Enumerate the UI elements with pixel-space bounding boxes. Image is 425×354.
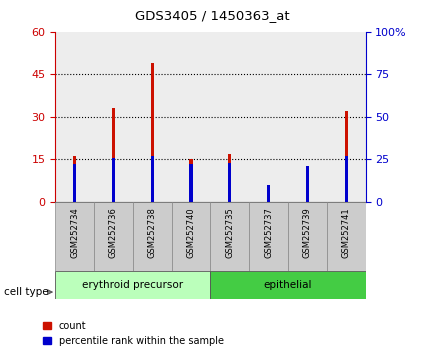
Bar — [306, 185, 309, 202]
Bar — [228, 163, 231, 202]
Bar — [55, 32, 94, 202]
Text: GSM252735: GSM252735 — [225, 207, 234, 258]
Text: GSM252739: GSM252739 — [303, 207, 312, 258]
Bar — [73, 156, 76, 202]
Bar — [150, 63, 154, 202]
Text: GDS3405 / 1450363_at: GDS3405 / 1450363_at — [135, 9, 290, 22]
Text: epithelial: epithelial — [264, 280, 312, 290]
Bar — [327, 32, 366, 202]
Bar — [133, 202, 172, 271]
Bar — [55, 202, 94, 271]
Bar — [112, 108, 115, 202]
Bar — [172, 32, 210, 202]
Bar — [306, 166, 309, 202]
Bar — [345, 156, 348, 202]
Text: GSM252740: GSM252740 — [187, 207, 196, 258]
Bar — [55, 272, 210, 298]
Bar — [73, 164, 76, 202]
Bar — [210, 32, 249, 202]
Bar — [288, 202, 327, 271]
Bar — [249, 202, 288, 271]
Text: GSM252736: GSM252736 — [109, 207, 118, 258]
Bar — [210, 202, 249, 271]
Text: cell type: cell type — [4, 287, 49, 297]
Bar — [210, 272, 366, 298]
Bar — [150, 156, 154, 202]
Bar — [327, 202, 366, 271]
Bar — [112, 158, 115, 202]
Bar — [249, 32, 288, 202]
Bar — [172, 202, 210, 271]
Bar — [133, 32, 172, 202]
Text: GSM252734: GSM252734 — [70, 207, 79, 258]
Legend: count, percentile rank within the sample: count, percentile rank within the sample — [43, 321, 224, 346]
Bar — [94, 32, 133, 202]
Bar — [288, 32, 327, 202]
Bar — [345, 111, 348, 202]
Bar — [267, 185, 270, 202]
Text: GSM252741: GSM252741 — [342, 207, 351, 258]
Bar — [94, 202, 133, 271]
Bar — [267, 188, 270, 202]
Bar — [190, 164, 193, 202]
Text: GSM252738: GSM252738 — [148, 207, 157, 258]
Bar — [190, 159, 193, 202]
Text: GSM252737: GSM252737 — [264, 207, 273, 258]
Text: erythroid precursor: erythroid precursor — [82, 280, 183, 290]
Bar — [228, 154, 231, 202]
